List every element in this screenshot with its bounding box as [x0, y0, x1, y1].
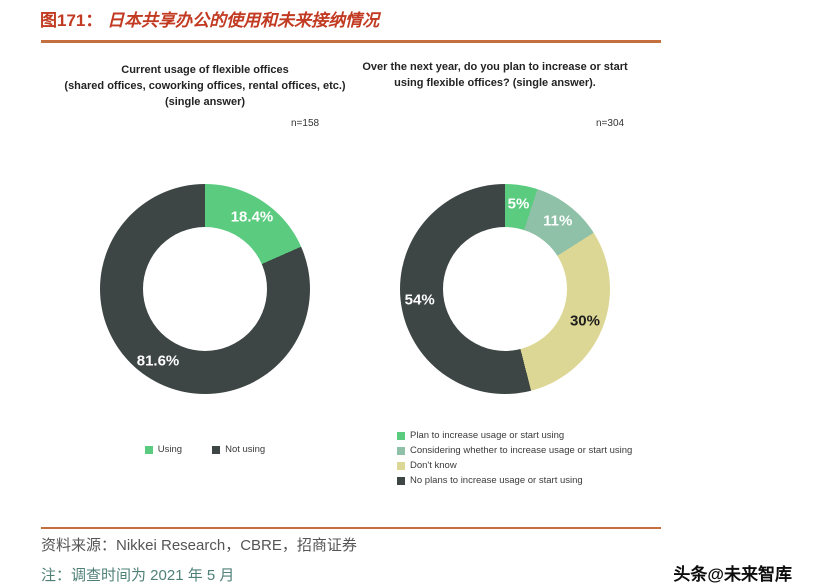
figure-header: 图171： 日本共享办公的使用和未来接纳情况 [40, 6, 379, 31]
slice-value-label: 5% [507, 195, 530, 213]
donut-chart-future-plans: 5% 11% 30% 54% [400, 184, 610, 394]
slice-value-label: 81.6% [136, 352, 180, 370]
slice-value-label: 54% [404, 291, 435, 309]
legend-swatch [212, 445, 221, 454]
figure-number-label: 图171： [40, 11, 103, 30]
legend-swatch [397, 461, 405, 470]
legend-swatch [397, 431, 405, 440]
slice-value-label: 11% [543, 212, 573, 230]
legend-swatch [144, 445, 153, 454]
right-chart-legend: Plan to increase usage or start using Con… [397, 430, 632, 486]
legend-item: Don't know [397, 460, 632, 471]
slice-value-label: 30% [569, 312, 600, 330]
legend-item: No plans to increase usage or start usin… [397, 475, 632, 486]
source-note: 资料来源：Nikkei Research，CBRE，招商证券 [41, 537, 357, 554]
legend-swatch [397, 446, 405, 455]
donut-hole [443, 227, 567, 351]
right-chart-title: Over the next year, do you plan to incre… [362, 61, 628, 89]
bottom-divider [41, 527, 661, 529]
legend-label: Using [157, 444, 183, 455]
legend-item: Considering whether to increase usage or… [397, 445, 632, 456]
legend-label: Not using [225, 444, 266, 455]
legend-swatch [397, 476, 405, 485]
slice-value-label: 18.4% [230, 208, 274, 226]
left-sample-size-label: n=158 [291, 118, 320, 129]
top-divider [41, 40, 661, 43]
legend-item: Not using [212, 444, 265, 455]
left-chart-legend: Using Not using [85, 444, 325, 455]
legend-label: Plan to increase usage or start using [410, 430, 565, 441]
legend-item: Using [144, 444, 183, 455]
legend-label: No plans to increase usage or start usin… [410, 475, 583, 486]
left-chart-title: Current usage of flexible offices (share… [64, 64, 346, 108]
donut-hole [143, 227, 267, 351]
watermark-logo: 头条@未来智库 [673, 565, 792, 584]
donut-chart-current-usage: 18.4% 81.6% [100, 184, 310, 394]
survey-date-note: 注：调查时间为 2021 年 5 月 [41, 567, 235, 584]
right-sample-size-label: n=304 [596, 118, 625, 129]
figure-title: 日本共享办公的使用和未来接纳情况 [107, 11, 380, 31]
legend-label: Considering whether to increase usage or… [410, 445, 633, 456]
legend-label: Don't know [410, 460, 457, 471]
legend-item: Plan to increase usage or start using [397, 430, 632, 441]
